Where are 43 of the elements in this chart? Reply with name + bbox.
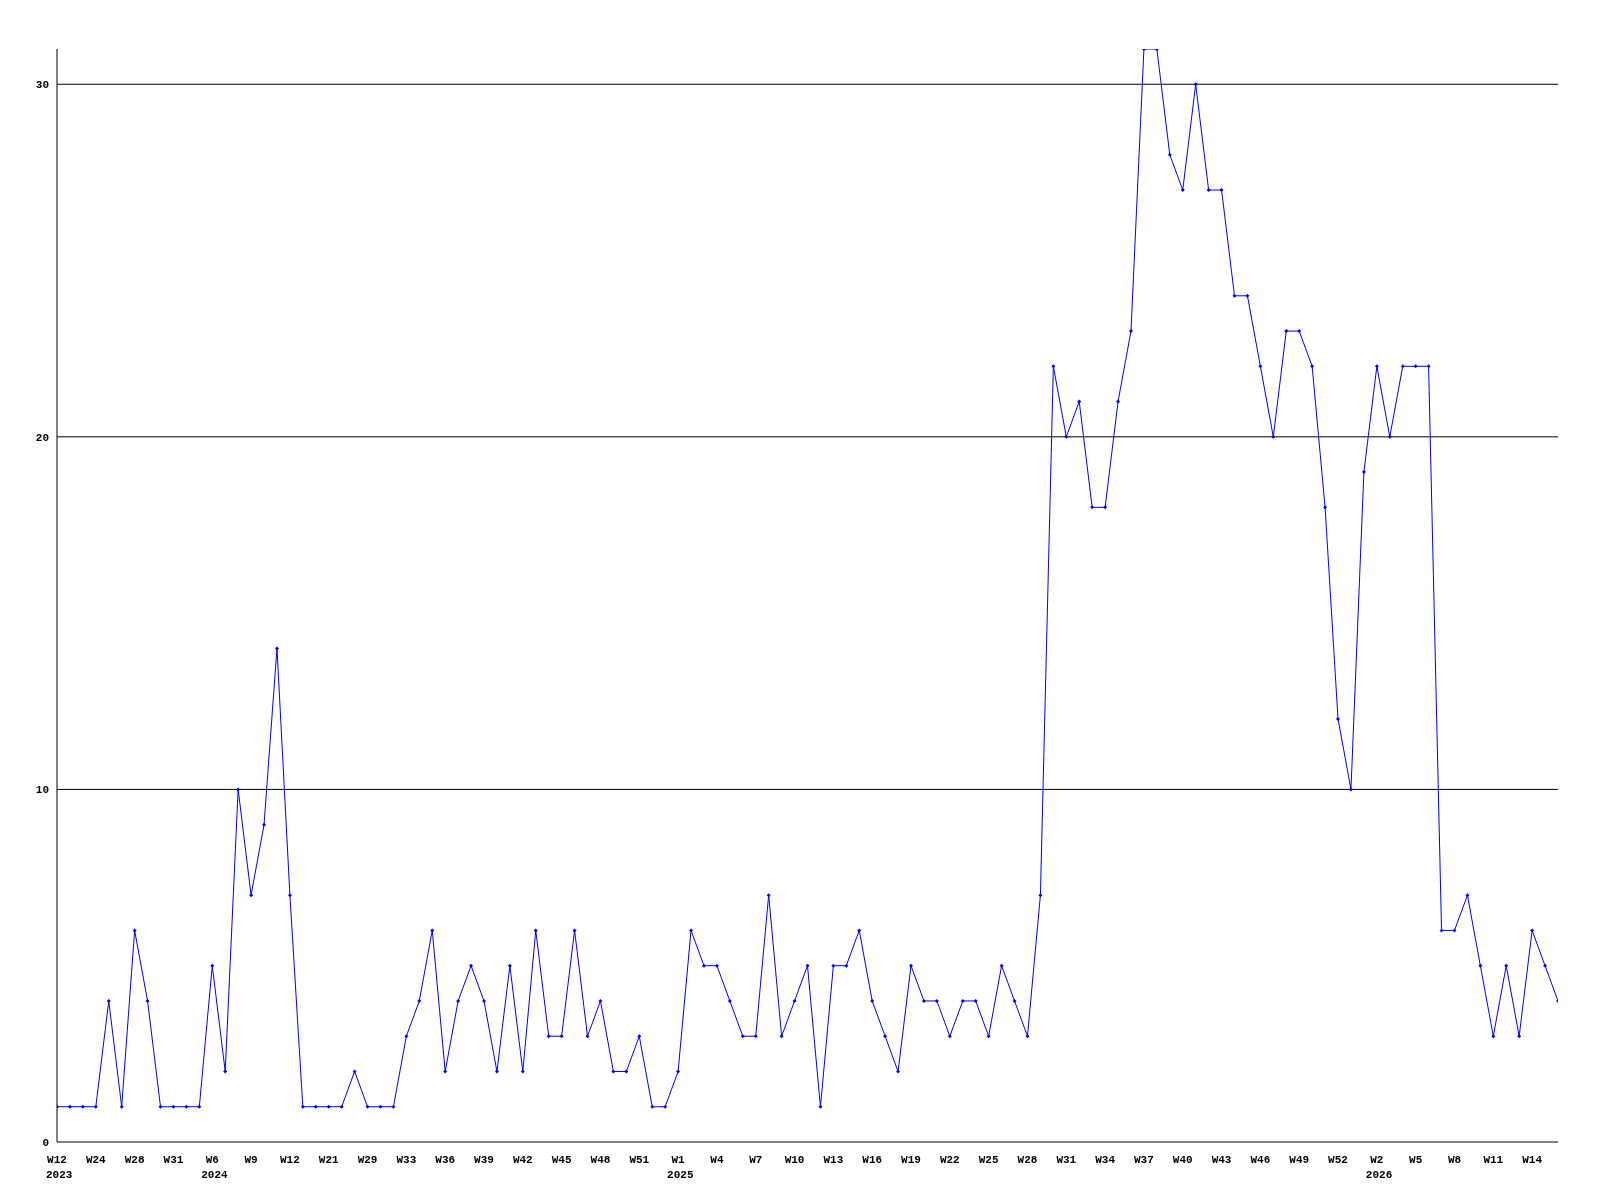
x-tick-label: W39 — [474, 1154, 494, 1166]
x-tick-label: W25 — [978, 1154, 999, 1166]
x-tick-label: W13 — [823, 1154, 844, 1166]
x-tick-label: W28 — [1017, 1154, 1038, 1166]
x-tick-label: W9 — [244, 1154, 258, 1166]
x-tick-label: W31 — [163, 1154, 184, 1166]
x-tick-label: W48 — [590, 1154, 611, 1166]
x-tick-label: W6 2024 — [201, 1154, 229, 1181]
x-tick-label: W2 2026 — [1365, 1154, 1393, 1181]
x-tick-label: W12 2023 — [46, 1154, 73, 1181]
x-tick-label: W45 — [551, 1154, 572, 1166]
x-tick-label: W16 — [862, 1154, 883, 1166]
x-tick-label: W46 — [1250, 1154, 1271, 1166]
x-tick-label: W29 — [357, 1154, 378, 1166]
x-tick-label: W8 — [1447, 1154, 1462, 1166]
y-tick-label: 10 — [35, 784, 49, 797]
x-tick-label: W10 — [784, 1154, 805, 1166]
x-tick-label: W37 — [1134, 1154, 1154, 1166]
x-tick-label: W22 — [939, 1154, 960, 1166]
x-tick-label: W7 — [749, 1154, 763, 1166]
y-tick-label: 20 — [35, 431, 49, 444]
x-tick-label: W28 — [124, 1154, 145, 1166]
x-tick-label: W24 — [85, 1154, 107, 1166]
x-tick-label: W21 — [318, 1154, 340, 1166]
x-tick-label: W4 — [710, 1154, 724, 1166]
x-tick-label: W5 — [1409, 1154, 1423, 1166]
x-tick-label: W14 — [1522, 1154, 1543, 1166]
y-tick-label: 0 — [42, 1136, 49, 1149]
x-tick-label: W49 — [1289, 1154, 1310, 1166]
x-tick-label: W40 — [1172, 1154, 1193, 1166]
x-tick-label: W52 — [1328, 1154, 1348, 1166]
x-tick-label: W11 — [1483, 1154, 1504, 1166]
y-tick-label: 30 — [35, 79, 49, 92]
x-tick-label: W43 — [1211, 1154, 1232, 1166]
x-tick-label: W36 — [435, 1154, 456, 1166]
x-tick-label: W34 — [1095, 1154, 1116, 1166]
x-tick-label: W19 — [901, 1154, 921, 1166]
x-tick-label: W51 — [629, 1154, 650, 1166]
x-tick-label: W31 — [1056, 1154, 1077, 1166]
x-tick-label: W12 — [280, 1154, 300, 1166]
x-tick-label: W33 — [396, 1154, 417, 1166]
x-tick-label: W1 2025 — [667, 1154, 694, 1181]
x-tick-label: W42 — [512, 1154, 533, 1166]
